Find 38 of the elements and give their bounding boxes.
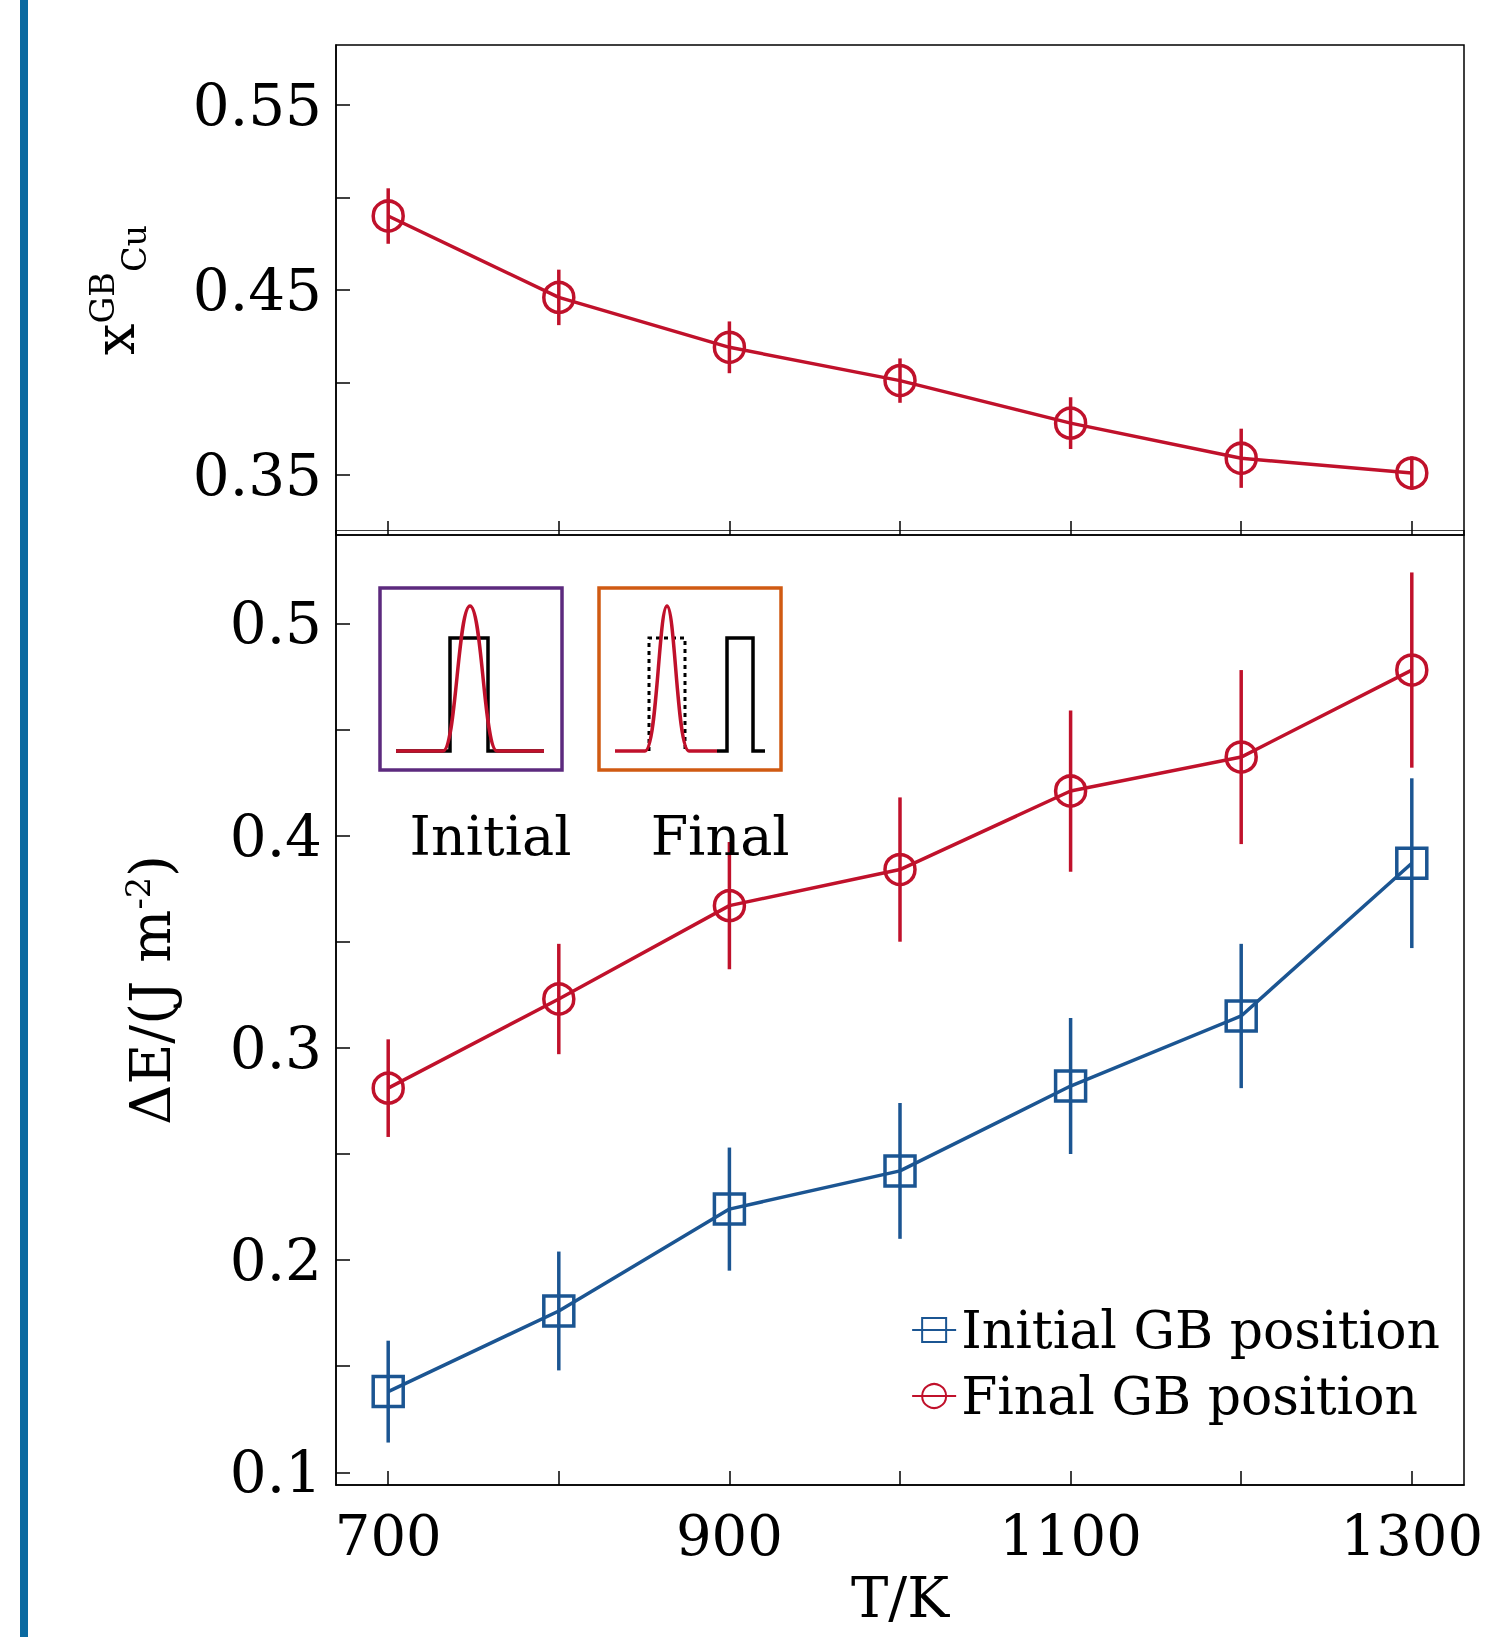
- y-tick-label: 0.55: [192, 71, 322, 140]
- point: [883, 363, 917, 398]
- point: [371, 1374, 405, 1409]
- point: [1395, 846, 1429, 880]
- point: [1224, 441, 1258, 476]
- point: [883, 1154, 917, 1188]
- y-tick-label: 0.35: [192, 440, 322, 509]
- point: [883, 852, 917, 887]
- y-tick-label: 0.1: [229, 1438, 322, 1507]
- x-tick-label: 900: [675, 1502, 783, 1568]
- point: [371, 199, 405, 233]
- x-tick-label: 700: [334, 1502, 442, 1568]
- legend-label: Final GB position: [961, 1366, 1419, 1426]
- x-tick-label: 1300: [1340, 1502, 1484, 1568]
- point: [371, 1071, 405, 1105]
- y-tick-label: 0.4: [229, 801, 322, 870]
- x-axis-title: T/K: [850, 1565, 950, 1630]
- annotation: Final: [650, 805, 790, 868]
- y-tick-label: 0.3: [229, 1013, 322, 1082]
- annotation: Initial: [409, 805, 572, 868]
- point: [1053, 1069, 1088, 1103]
- y-tick-label: 0.5: [229, 589, 322, 658]
- point: [1053, 406, 1088, 440]
- point: [712, 330, 747, 365]
- point: [1053, 774, 1088, 808]
- point: [1395, 456, 1429, 490]
- point: [712, 1192, 747, 1226]
- legend-label: Initial GB position: [961, 1300, 1441, 1360]
- point: [712, 888, 747, 923]
- point: [1224, 740, 1258, 774]
- x-tick-label: 1100: [999, 1502, 1142, 1568]
- y-tick-label: 0.2: [229, 1226, 322, 1295]
- point: [1224, 999, 1258, 1033]
- point: [542, 982, 576, 1016]
- y-tick-label: 0.45: [192, 256, 322, 324]
- point: [1395, 653, 1429, 687]
- point: [542, 1294, 576, 1328]
- point: [542, 280, 576, 315]
